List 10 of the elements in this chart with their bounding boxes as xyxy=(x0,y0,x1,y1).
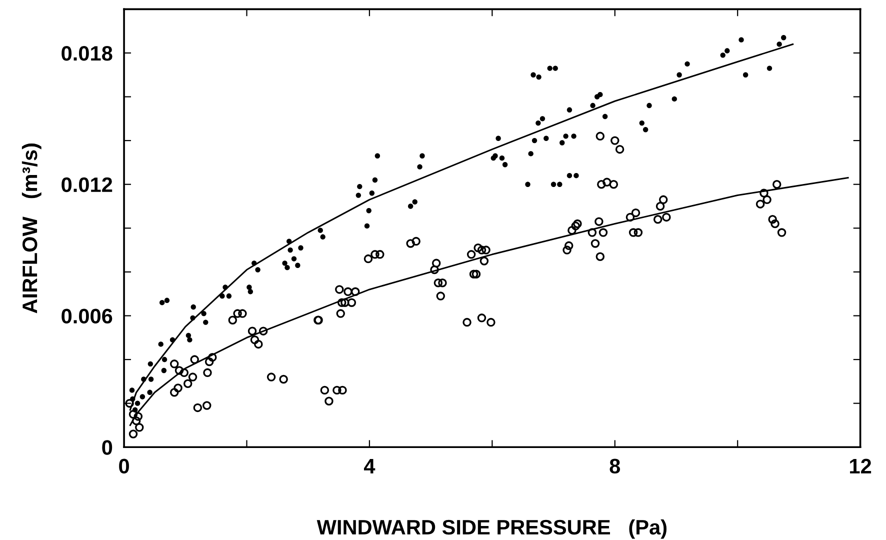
y-tick-label: 0 xyxy=(102,440,112,455)
x-tick-label: 12 xyxy=(850,458,872,474)
x-tick-label: 4 xyxy=(364,458,376,474)
y-tick-label: 0.006 xyxy=(62,308,112,324)
y-tick-label: 0.012 xyxy=(62,177,112,192)
x-tick-label: 0 xyxy=(119,458,129,474)
y-tick-label: 0.018 xyxy=(62,46,112,61)
y-axis-title: AIRFLOW (m³/s) xyxy=(22,144,42,314)
x-tick-label: 8 xyxy=(610,458,620,474)
x-axis-title: WINDWARD SIDE PRESSURE (Pa) xyxy=(316,519,666,539)
